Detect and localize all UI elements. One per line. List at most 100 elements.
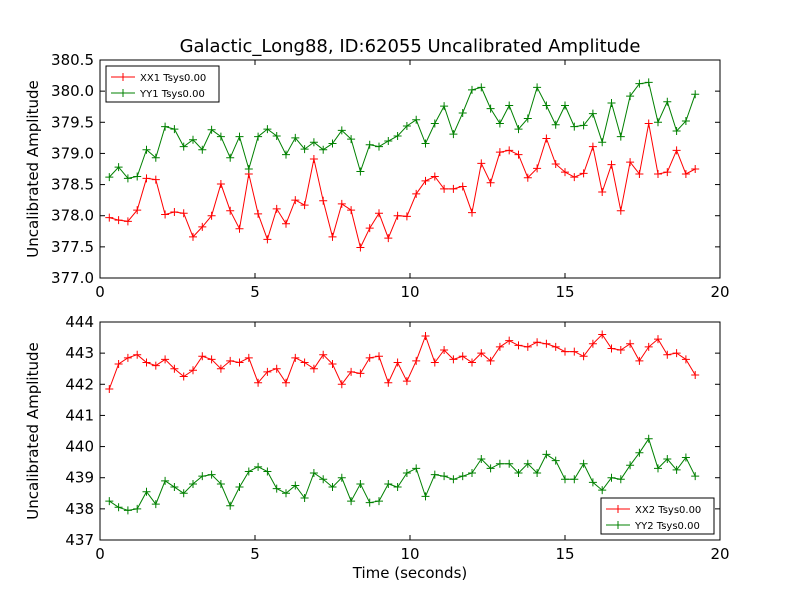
data-point [282, 489, 290, 498]
data-point [533, 469, 542, 478]
legend-label: YY1 Tsys0.00 [139, 89, 205, 100]
data-point [440, 184, 449, 193]
data-point [477, 455, 486, 464]
data-point [105, 213, 114, 222]
data-point [663, 455, 672, 464]
data-point [626, 339, 635, 348]
data-point [142, 174, 151, 183]
data-point [635, 448, 644, 457]
data-point [123, 506, 132, 515]
data-point [179, 209, 188, 218]
data-point [579, 121, 588, 130]
legend-box [600, 497, 715, 535]
data-point [561, 168, 569, 177]
data-point [495, 148, 504, 157]
data-point [189, 479, 197, 488]
data-point [579, 459, 588, 468]
data-point [328, 360, 337, 369]
y-tick-label: 380.0 [51, 82, 94, 100]
data-point [468, 358, 476, 367]
legend-marker [614, 505, 622, 513]
data-point [449, 475, 458, 484]
data-point [151, 361, 160, 370]
y-tick-label: 437 [65, 531, 94, 549]
data-point [161, 355, 170, 364]
data-point [551, 160, 560, 169]
data-point [616, 132, 625, 141]
data-point [384, 378, 393, 387]
data-point [151, 500, 160, 509]
data-point [523, 114, 532, 123]
data-point [533, 83, 542, 92]
data-point [430, 470, 439, 479]
legend-label: XX2 Tsys0.00 [635, 505, 701, 516]
data-point [458, 472, 467, 481]
data-point [551, 456, 560, 465]
data-point [663, 350, 672, 359]
data-point [533, 164, 542, 173]
data-point [291, 133, 300, 142]
x-axis-label: Time (seconds) [352, 564, 468, 582]
data-point [477, 349, 486, 358]
data-point [523, 173, 532, 182]
data-point [207, 355, 216, 364]
data-point [282, 219, 290, 228]
data-point [309, 469, 318, 478]
data-point [393, 131, 402, 140]
data-point [161, 122, 170, 131]
data-point [440, 472, 449, 481]
y-axis-label: Uncalibrated Amplitude [24, 342, 42, 519]
data-point [402, 212, 411, 221]
data-point [505, 459, 514, 468]
series-line [109, 123, 696, 249]
data-point [365, 140, 374, 149]
data-point [421, 492, 430, 501]
data-point [384, 136, 393, 145]
data-point [654, 118, 662, 127]
data-point [542, 101, 551, 110]
data-point [114, 163, 123, 172]
data-point [486, 356, 495, 365]
data-point [635, 79, 644, 88]
data-point [189, 135, 197, 144]
data-point [691, 90, 700, 99]
y-tick-label: 440 [65, 438, 94, 456]
data-point [505, 146, 514, 155]
y-tick-label: 443 [65, 344, 94, 362]
bottom-panel: 0 5 10 15 20 437 438 439 440 441 442 443 444 Uncalibr… [24, 313, 730, 582]
data-point [672, 146, 681, 155]
data-point [514, 125, 523, 134]
data-point [114, 216, 123, 225]
data-point [691, 165, 700, 173]
data-point [672, 349, 681, 358]
data-point [477, 159, 486, 168]
data-point [356, 479, 365, 488]
data-point [598, 138, 607, 147]
data-point [458, 182, 467, 191]
data-point [123, 353, 132, 362]
data-point [291, 481, 300, 490]
data-point [486, 104, 495, 113]
data-point [375, 497, 383, 506]
data-point [607, 160, 616, 169]
data-point [495, 342, 504, 351]
data-point [412, 464, 421, 473]
y-tick-label: 377.0 [51, 269, 94, 287]
data-point [133, 350, 142, 359]
series-line [109, 437, 696, 511]
data-point [616, 206, 625, 215]
data-point [142, 358, 151, 367]
data-point [542, 134, 551, 143]
data-point [254, 378, 263, 387]
data-point [123, 217, 132, 226]
y-tick-label: 378.5 [51, 176, 94, 194]
data-point [291, 353, 300, 362]
data-point [505, 101, 514, 110]
data-point [300, 145, 309, 154]
data-point [263, 467, 272, 476]
data-point [468, 469, 476, 478]
data-point [170, 364, 179, 373]
legend-marker [119, 89, 127, 97]
data-point [486, 178, 495, 187]
data-point [691, 472, 700, 481]
